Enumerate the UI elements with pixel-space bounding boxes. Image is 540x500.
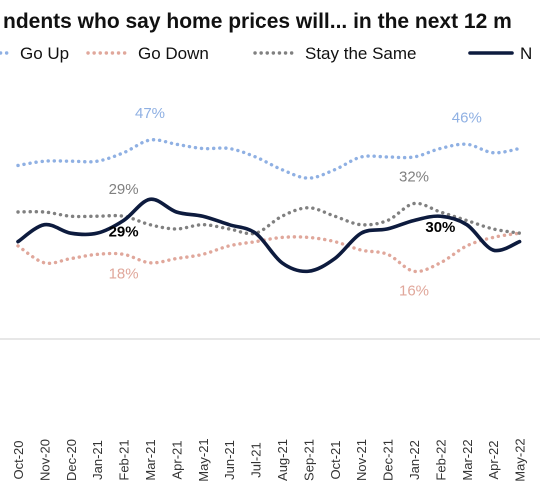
x-tick-label: Nov-20: [37, 439, 52, 481]
x-tick-label: Sep-21: [301, 439, 316, 481]
data-label-5: 30%: [425, 219, 455, 236]
legend-item-0: Go Up: [0, 44, 69, 63]
series-line-3: [16, 197, 522, 274]
data-label-0: 47%: [135, 105, 165, 122]
x-tick-label: Nov-21: [354, 439, 369, 481]
data-label-3: 32%: [399, 169, 429, 186]
data-label-6: 18%: [109, 265, 139, 282]
x-tick-label: May-22: [513, 438, 528, 481]
data-label-4: 29%: [109, 223, 139, 240]
series-line-1: [16, 231, 522, 274]
x-tick-label: Jul-21: [249, 442, 264, 477]
x-tick-label: Dec-21: [381, 439, 396, 481]
x-tick-label: Dec-20: [64, 439, 79, 481]
x-tick-label: May-21: [196, 438, 211, 481]
x-tick-label: Jan-21: [90, 440, 105, 480]
x-tick-label: Feb-21: [117, 439, 132, 480]
legend-item-1: Go Down: [86, 44, 209, 63]
series-line-2: [16, 201, 522, 236]
x-tick-label: Apr-21: [169, 440, 184, 479]
legend-label-0: Go Up: [20, 44, 69, 63]
legend-label-2: Stay the Same: [305, 44, 417, 63]
x-tick-label: Mar-22: [460, 439, 475, 480]
x-tick-label: Aug-21: [275, 439, 290, 481]
x-tick-label: Oct-21: [328, 440, 343, 479]
series-layer: [16, 138, 522, 274]
legend-label-3: N: [520, 44, 532, 63]
data-label-2: 29%: [109, 181, 139, 198]
x-tick-label: Apr-22: [486, 440, 501, 479]
data-label-1: 46%: [452, 109, 482, 126]
legend: Go Up Go Down Stay the Same N: [0, 44, 532, 63]
legend-item-3: N: [468, 44, 532, 63]
chart-title: ndents who say home prices will... in th…: [3, 10, 512, 33]
data-labels: 47% 46% 29% 32% 29% 30% 18% 16%: [109, 105, 482, 299]
legend-item-2: Stay the Same: [253, 44, 417, 63]
series-line-0: [16, 138, 522, 180]
x-axis-ticks: Oct-20 Nov-20 Dec-20 Jan-21 Feb-21 Mar-21 Apr-…: [11, 438, 528, 481]
data-label-7: 16%: [399, 282, 429, 299]
x-tick-label: Feb-22: [433, 439, 448, 480]
x-tick-label: Jan-22: [407, 440, 422, 480]
x-tick-label: Oct-20: [11, 440, 26, 479]
legend-label-1: Go Down: [138, 44, 209, 63]
x-tick-label: Mar-21: [143, 439, 158, 480]
x-tick-label: Jun-21: [222, 440, 237, 480]
